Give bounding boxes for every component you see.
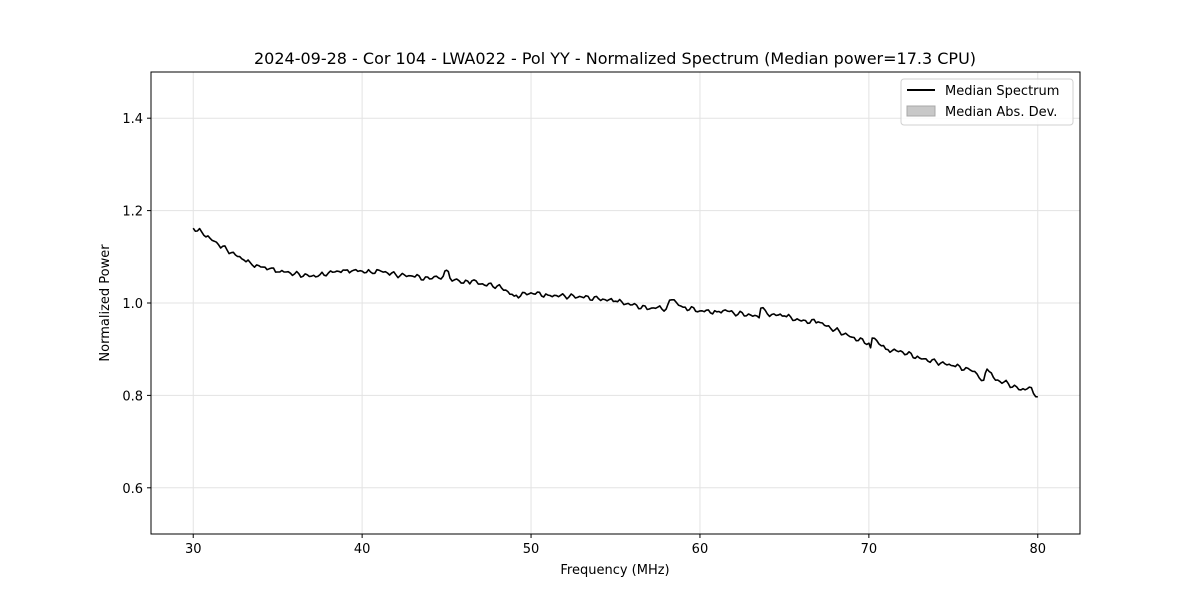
grid bbox=[151, 72, 1080, 534]
legend-label-median-abs-dev: Median Abs. Dev. bbox=[945, 105, 1057, 120]
chart-title: 2024-09-28 - Cor 104 - LWA022 - Pol YY -… bbox=[254, 49, 976, 68]
y-tick-label: 0.6 bbox=[122, 482, 143, 497]
x-tick-label: 30 bbox=[185, 542, 202, 557]
y-tick-label: 1.4 bbox=[122, 112, 143, 127]
y-tick-label: 1.0 bbox=[122, 297, 143, 312]
y-axis-label: Normalized Power bbox=[98, 244, 113, 362]
x-tick-label: 40 bbox=[354, 542, 371, 557]
x-tick-label: 50 bbox=[523, 542, 540, 557]
x-axis: 30 40 50 60 70 80 bbox=[185, 534, 1046, 557]
x-axis-label: Frequency (MHz) bbox=[560, 563, 669, 578]
legend: Median Spectrum Median Abs. Dev. bbox=[900, 78, 1074, 126]
y-tick-label: 0.8 bbox=[122, 389, 143, 404]
legend-label-median-spectrum: Median Spectrum bbox=[945, 84, 1059, 99]
x-tick-label: 60 bbox=[692, 542, 709, 557]
x-tick-label: 70 bbox=[861, 542, 878, 557]
y-tick-label: 1.2 bbox=[122, 205, 143, 220]
legend-patch-swatch bbox=[906, 105, 936, 117]
legend-box bbox=[900, 78, 1074, 126]
y-axis: 0.6 0.8 1.0 1.2 1.4 bbox=[122, 112, 151, 497]
x-tick-label: 80 bbox=[1029, 542, 1046, 557]
series-line-median-spectrum bbox=[192, 227, 1038, 398]
series-layer bbox=[192, 227, 1038, 398]
